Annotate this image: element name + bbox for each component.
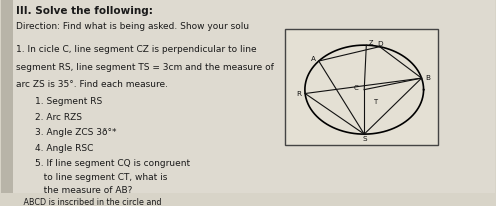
Text: the measure of AB?: the measure of AB? bbox=[35, 185, 133, 194]
Text: 1. In cicle C, line segment CZ is perpendicular to line: 1. In cicle C, line segment CZ is perpen… bbox=[15, 45, 256, 54]
Text: ABCD is inscribed in the circle and: ABCD is inscribed in the circle and bbox=[15, 197, 161, 206]
Text: 4. Angle RSC: 4. Angle RSC bbox=[35, 143, 94, 152]
Text: 5. If line segment CQ is congruent: 5. If line segment CQ is congruent bbox=[35, 159, 190, 167]
Text: segment RS, line segment TS = 3cm and the measure of: segment RS, line segment TS = 3cm and th… bbox=[15, 62, 273, 71]
Text: T: T bbox=[374, 98, 378, 104]
Bar bbox=[0, 1, 13, 193]
Text: C: C bbox=[354, 85, 359, 91]
Text: R: R bbox=[296, 90, 301, 96]
Text: 2. Arc RZS: 2. Arc RZS bbox=[35, 112, 82, 121]
Text: Z: Z bbox=[369, 40, 373, 46]
Text: 1. Segment RS: 1. Segment RS bbox=[35, 97, 103, 106]
Text: to line segment CT, what is: to line segment CT, what is bbox=[35, 172, 168, 181]
Text: S: S bbox=[363, 135, 367, 141]
Text: III. Solve the following:: III. Solve the following: bbox=[15, 6, 152, 16]
Text: D: D bbox=[377, 41, 382, 47]
Bar bbox=[285, 30, 438, 145]
Text: arc ZS is 35°. Find each measure.: arc ZS is 35°. Find each measure. bbox=[15, 80, 168, 89]
Text: Direction: Find what is being asked. Show your solu: Direction: Find what is being asked. Sho… bbox=[15, 22, 248, 31]
Text: B: B bbox=[425, 74, 430, 80]
Text: A: A bbox=[311, 56, 316, 62]
Text: 3. Angle ZCS 3ð°*: 3. Angle ZCS 3ð°* bbox=[35, 128, 117, 137]
